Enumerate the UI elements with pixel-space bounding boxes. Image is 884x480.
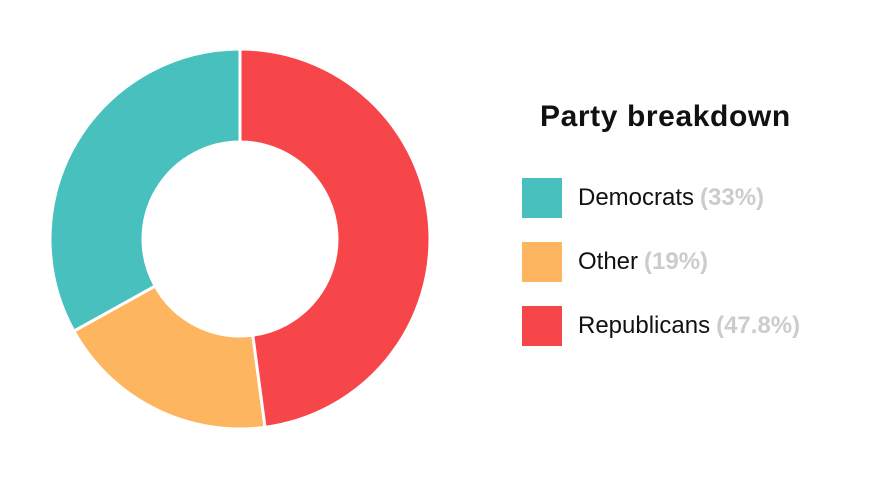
donut-slice-republicans[interactable]	[238, 47, 432, 429]
legend-title: Party breakdown	[540, 100, 791, 133]
donut-chart	[48, 47, 432, 431]
legend-item-other: Other (19%)	[522, 242, 708, 282]
legend-percent-democrats: (33%)	[700, 184, 765, 211]
legend-label-republicans: Republicans	[578, 312, 711, 339]
legend-swatch-democrats	[522, 178, 562, 218]
legend-label-other: Other	[578, 248, 639, 275]
legend-swatch-other	[522, 242, 562, 282]
donut-slice-other[interactable]	[72, 284, 267, 431]
legend-item-republicans: Republicans (47.8%)	[522, 306, 800, 346]
donut-slice-democrats[interactable]	[48, 47, 242, 333]
legend-label-democrats: Democrats	[578, 184, 695, 211]
legend-percent-republicans: (47.8%)	[716, 312, 801, 339]
legend-item-democrats: Democrats (33%)	[522, 178, 764, 218]
legend-percent-other: (19%)	[644, 248, 709, 275]
legend-swatch-republicans	[522, 306, 562, 346]
